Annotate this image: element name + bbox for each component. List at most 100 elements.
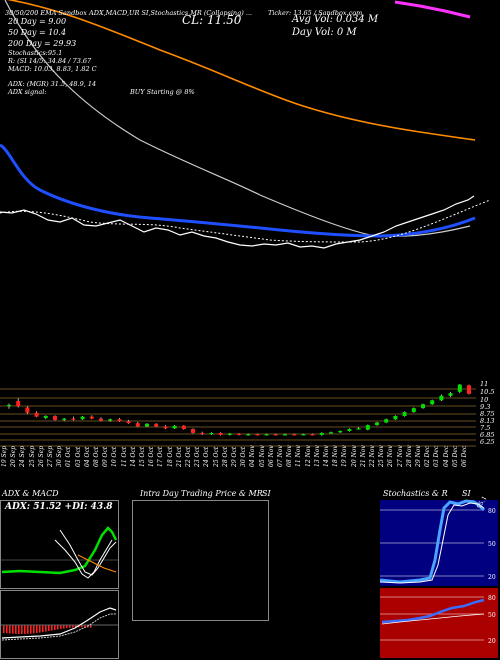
ma200-label: 200 Day = 29.93 xyxy=(8,39,77,48)
date-label: 26 Sep xyxy=(37,445,45,467)
mr-line xyxy=(381,613,485,625)
macd-hist-bar xyxy=(21,625,23,634)
intraday-panel xyxy=(132,500,269,621)
stoch-tick-20: 20 xyxy=(488,574,496,581)
candle-body xyxy=(319,432,324,435)
candle-body xyxy=(237,433,241,435)
date-label: 22 Nov xyxy=(369,445,376,467)
candle-body xyxy=(34,412,39,417)
stoch-si: SI xyxy=(462,489,471,498)
price-axis-label: 10.5 xyxy=(480,388,495,396)
candle-body xyxy=(7,404,11,407)
date-label: 24 Sep xyxy=(19,445,27,467)
price-line xyxy=(0,195,475,249)
price-axis-label: 10 xyxy=(480,396,489,404)
candle-body xyxy=(365,425,370,430)
date-label: 04 Nov xyxy=(249,445,257,467)
macd-hist-bar xyxy=(60,625,62,629)
macd-hist-bar xyxy=(6,625,8,634)
stoch-title: Stochastics & R xyxy=(383,489,448,498)
macd-hist-bar xyxy=(54,625,56,630)
date-label: 14 Oct xyxy=(129,446,137,467)
macd-hist-bar xyxy=(75,625,77,628)
candle-body xyxy=(209,432,214,435)
adx-white-line xyxy=(54,539,113,579)
macd-signal-line xyxy=(1,613,116,641)
price-axis-label: 6.25 xyxy=(480,438,495,446)
r-line-label: R: (SI 14/5: 34.84 / 73.67 xyxy=(8,57,92,65)
price-axis-label: 7.5 xyxy=(480,424,491,432)
main-chart xyxy=(0,0,491,447)
date-label: 02 Dec xyxy=(424,445,432,467)
date-label: 18 Nov xyxy=(332,445,340,467)
macd-hist-bar xyxy=(24,625,26,634)
macd-hist-bar xyxy=(15,625,17,634)
date-label: 27 Sep xyxy=(47,445,54,467)
adx-panel-title: ADX & MACD xyxy=(2,489,59,498)
candle-body xyxy=(421,404,425,409)
date-label: 03 Oct xyxy=(74,446,82,467)
date-label: 08 Nov xyxy=(286,445,294,467)
date-label: 24 Oct xyxy=(203,446,211,467)
date-label: 04 Dec xyxy=(442,445,450,467)
macd-label: MACD: 10.03, 8.83, 1.82 C xyxy=(8,65,97,73)
adx-orange-line xyxy=(77,554,117,573)
macd-hist-bar xyxy=(84,625,86,628)
candle-body xyxy=(246,434,251,436)
macd-hist-bar xyxy=(90,625,92,628)
adx-green-line xyxy=(1,526,118,575)
price-axis-label: 6.85 xyxy=(480,431,495,439)
macd-hist-bar xyxy=(45,625,47,632)
macd-hist-bar xyxy=(57,625,59,630)
blue-ema-line xyxy=(0,143,476,238)
macd-hist-bar xyxy=(3,625,5,633)
stoch-tick-50: 50 xyxy=(488,541,496,548)
candle-body xyxy=(347,429,352,431)
date-label: 12 Nov xyxy=(304,445,312,467)
candle-body xyxy=(25,407,30,413)
date-label: 20 Sep xyxy=(10,445,18,467)
adx-signal-label: ADX signal: xyxy=(8,88,47,96)
date-label: 21 Oct xyxy=(175,446,183,467)
candle-body xyxy=(292,434,297,436)
date-label: 22 Oct xyxy=(185,446,192,467)
date-label: 16 Oct xyxy=(148,446,156,467)
date-label: 19 Sep xyxy=(1,445,8,467)
candle-body xyxy=(71,418,76,420)
date-label: 18 Oct xyxy=(166,446,174,467)
rsi-tick-20: 20 xyxy=(488,638,496,645)
date-label: 19 Nov xyxy=(341,445,349,467)
macd-hist-bar xyxy=(30,625,32,634)
magenta-ema-line xyxy=(394,0,471,19)
date-label: 25 Oct xyxy=(212,446,220,467)
macd-hist-bar xyxy=(42,625,44,633)
candle-body xyxy=(329,432,333,434)
candle-body xyxy=(384,419,389,423)
rsi-tick-50: 50 xyxy=(488,612,496,619)
candle-body xyxy=(43,415,48,418)
white-ema-line xyxy=(4,0,471,237)
candle-body xyxy=(135,423,140,427)
date-label: 27 Nov xyxy=(396,445,404,467)
macd-hist-bar xyxy=(48,625,50,632)
adx-panel xyxy=(0,500,119,589)
macd-hist-bar xyxy=(9,625,11,634)
price-axis-label: 9.3 xyxy=(480,403,491,411)
date-label: 17 Oct xyxy=(157,446,165,467)
macd-line xyxy=(1,607,117,639)
close-price-label: CL: 11.50 xyxy=(182,13,242,27)
candle-body xyxy=(393,415,398,420)
candle-body xyxy=(255,434,260,436)
candle-body xyxy=(154,423,159,427)
date-label: 28 Nov xyxy=(405,445,413,467)
date-label: 06 Nov xyxy=(267,445,275,467)
candle-body xyxy=(172,425,177,429)
date-label: 29 Nov xyxy=(415,445,422,467)
macd-hist-bar xyxy=(72,625,74,628)
candle-body xyxy=(200,432,205,435)
price-axis-label: 8.75 xyxy=(480,410,495,418)
date-label: 11 Nov xyxy=(295,445,303,467)
candle-body xyxy=(80,416,85,420)
candle-body xyxy=(430,400,435,405)
macd-hist-bar xyxy=(36,625,38,633)
